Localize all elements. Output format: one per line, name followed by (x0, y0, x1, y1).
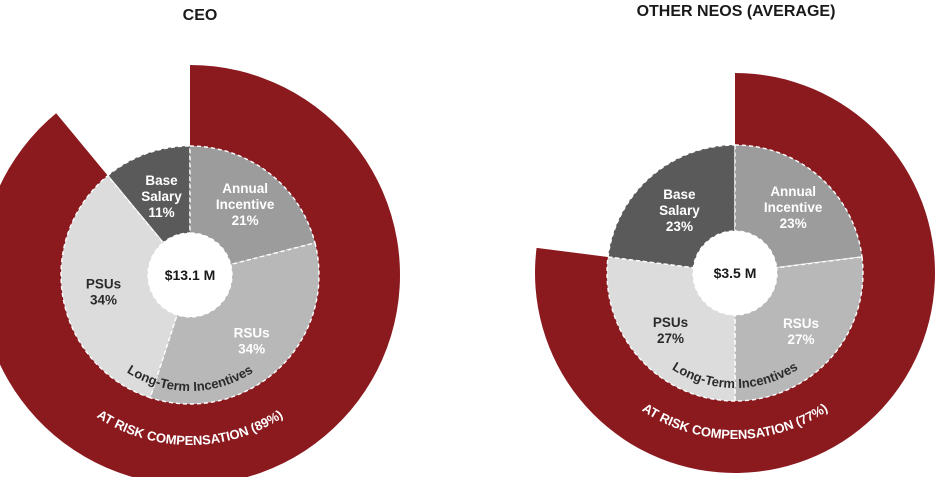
other-neos-chart-title: OTHER NEOS (AVERAGE) (637, 3, 836, 20)
other-neos-at-risk-ring (535, 73, 935, 473)
other-neos-total-label: $3.5 M (714, 265, 757, 281)
ceo-label-base-salary: Base Salary 11% (141, 173, 182, 220)
other-neos-label-base-salary: Base Salary 23% (659, 187, 700, 234)
other-neos-slice-psus (606, 256, 736, 402)
ceo-chart-title: CEO (183, 7, 218, 24)
ceo-chart: CEO Base Salary 11% Annual Incentive 21% RSUs 3… (0, 7, 400, 477)
ceo-label-annual-incentive: Annual Incentive 21% (216, 181, 275, 228)
ceo-label-rsus: RSUs 34% (234, 326, 270, 357)
other-neos-chart: OTHER NEOS (AVERAGE) Base Salary 23% Annual… (535, 3, 935, 473)
other-neos-center-circle (693, 231, 777, 315)
ceo-label-psus: PSUs 34% (86, 276, 121, 307)
other-neos-slice-rsus (734, 256, 864, 402)
ceo-center-circle (148, 233, 232, 317)
other-neos-slices (606, 144, 864, 402)
ceo-slices (60, 145, 320, 405)
ceo-at-risk-ring (0, 65, 400, 477)
other-neos-label-rsus: RSUs 27% (783, 316, 819, 347)
other-neos-label-annual-incentive: Annual Incentive 23% (764, 184, 823, 231)
ceo-total-label: $13.1 M (165, 267, 216, 283)
ceo-slice-annual-incentive (189, 145, 316, 266)
other-neos-label-psus: PSUs 27% (653, 315, 688, 346)
